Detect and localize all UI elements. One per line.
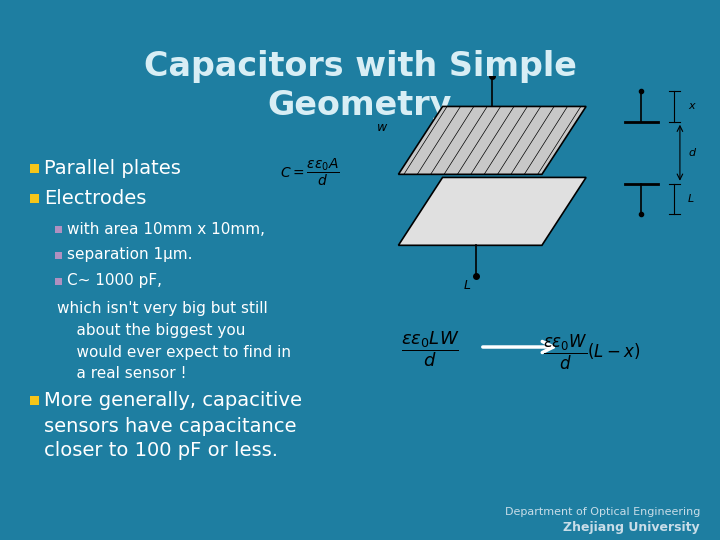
Bar — [55, 252, 62, 259]
Bar — [30, 164, 39, 173]
Text: x: x — [688, 102, 695, 111]
Text: Capacitors with Simple
Geometry: Capacitors with Simple Geometry — [143, 50, 577, 123]
Text: with area 10mm x 10mm,: with area 10mm x 10mm, — [67, 221, 265, 237]
Bar — [55, 278, 62, 285]
Text: which isn't very big but still: which isn't very big but still — [57, 300, 268, 315]
Text: closer to 100 pF or less.: closer to 100 pF or less. — [44, 441, 278, 460]
Text: a real sensor !: a real sensor ! — [57, 366, 186, 381]
Polygon shape — [398, 178, 586, 245]
Text: Electrodes: Electrodes — [44, 188, 146, 207]
Text: w: w — [377, 121, 387, 134]
Text: separation 1μm.: separation 1μm. — [67, 247, 192, 262]
Polygon shape — [398, 106, 586, 174]
Text: More generally, capacitive: More generally, capacitive — [44, 390, 302, 409]
Text: Department of Optical Engineering: Department of Optical Engineering — [505, 507, 700, 517]
Text: d: d — [688, 148, 696, 158]
Bar — [30, 396, 39, 405]
Text: sensors have capacitance: sensors have capacitance — [44, 416, 297, 435]
Bar — [55, 226, 62, 233]
Text: $\dfrac{\varepsilon\varepsilon_0 LW}{d}$: $\dfrac{\varepsilon\varepsilon_0 LW}{d}$ — [401, 330, 459, 369]
Text: $C = \dfrac{\varepsilon\varepsilon_0 A}{d}$: $C = \dfrac{\varepsilon\varepsilon_0 A}{… — [279, 157, 340, 188]
Text: about the biggest you: about the biggest you — [57, 322, 246, 338]
Text: Parallel plates: Parallel plates — [44, 159, 181, 178]
Text: L: L — [688, 194, 695, 204]
Text: C~ 1000 pF,: C~ 1000 pF, — [67, 273, 162, 288]
Text: $\dfrac{\varepsilon\varepsilon_0 W}{d}(L-x)$: $\dfrac{\varepsilon\varepsilon_0 W}{d}(L… — [544, 333, 641, 372]
Text: L: L — [464, 279, 471, 292]
Text: Zhejiang University: Zhejiang University — [563, 522, 700, 535]
Text: would ever expect to find in: would ever expect to find in — [57, 345, 291, 360]
Bar — [30, 194, 39, 203]
